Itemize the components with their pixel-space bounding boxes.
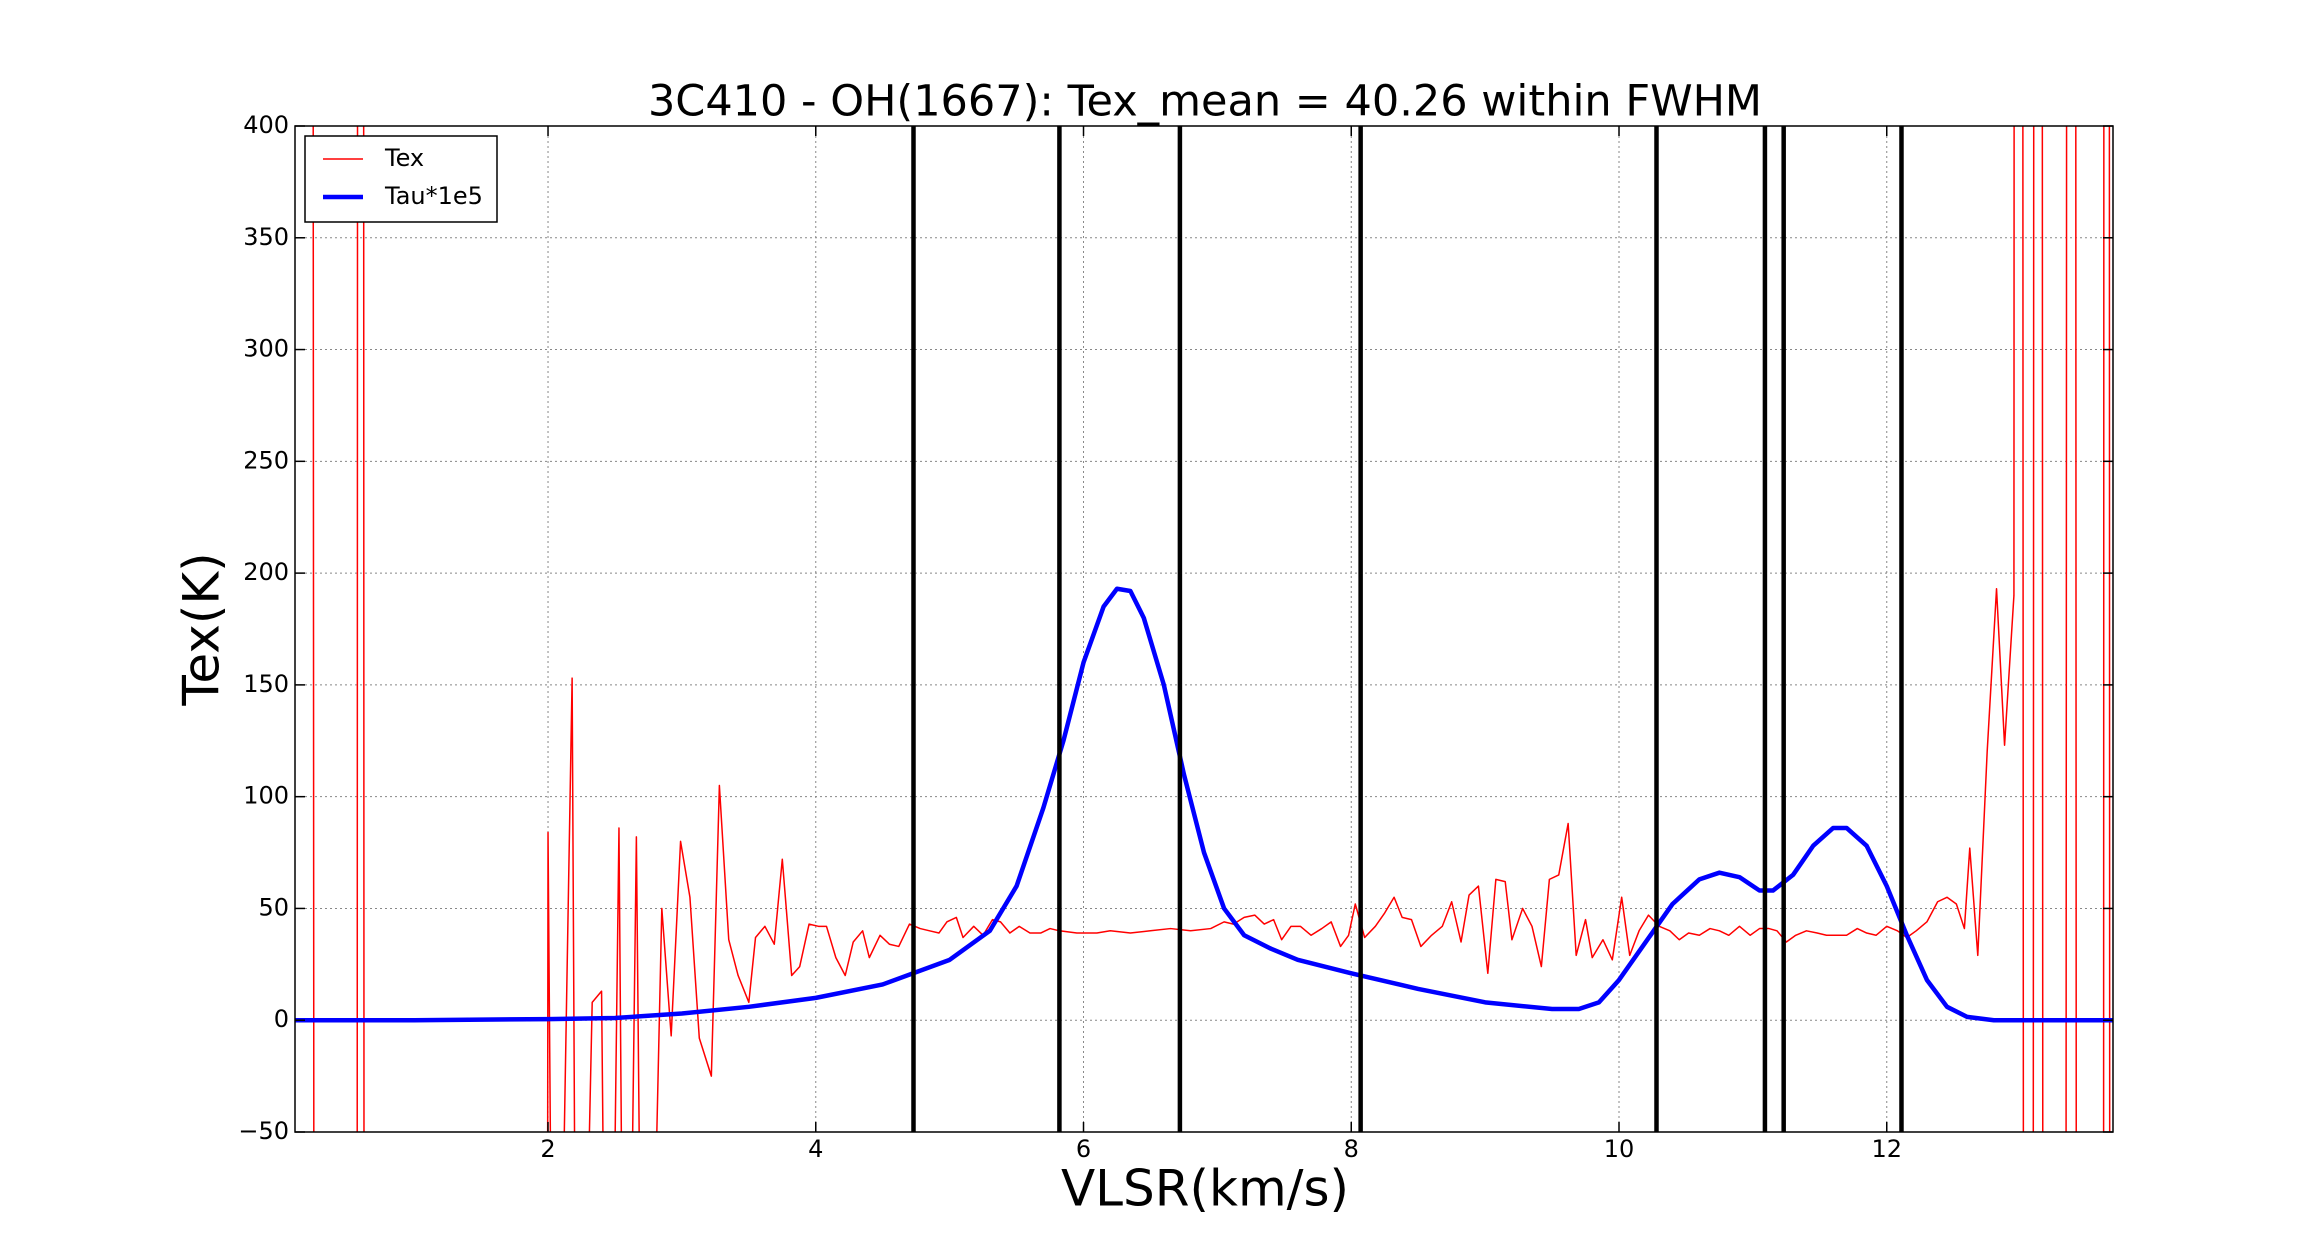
data-line (312, 126, 2111, 1132)
y-tick-label: 0 (274, 1005, 289, 1033)
legend: Tex Tau*1e5 (304, 135, 498, 223)
y-tick-label: −50 (238, 1117, 289, 1145)
y-tick-label: 250 (243, 446, 289, 474)
legend-box (304, 135, 498, 223)
y-axis-label: Tex(K) (173, 552, 231, 706)
y-tick-label: 400 (243, 111, 289, 139)
y-tick-label: 200 (243, 558, 289, 586)
y-tick-label: 300 (243, 335, 289, 363)
legend-label: Tau*1e5 (384, 182, 483, 210)
axes: 2 4 6 8 10 12 −50 0 50 100 150 200 250 300 350 400 (238, 111, 2113, 1163)
y-tick-label: 350 (243, 223, 289, 251)
y-tick-label: 50 (258, 893, 289, 921)
data-line (295, 586, 2113, 1023)
x-tick-label: 12 (1871, 1135, 1902, 1163)
chart-title: 3C410 - OH(1667): Tex_mean = 40.26 withi… (648, 77, 1762, 127)
plot-frame (294, 125, 2114, 1133)
x-tick-label: 6 (1076, 1135, 1091, 1163)
x-tick-label: 2 (540, 1135, 555, 1163)
legend-label: Tex (384, 144, 424, 172)
y-tick-label: 150 (243, 670, 289, 698)
y-tick-label: 100 (243, 782, 289, 810)
x-tick-label: 4 (808, 1135, 823, 1163)
x-axis-label: VLSR(km/s) (1061, 1160, 1349, 1218)
plot-area (295, 126, 2113, 1132)
x-tick-label: 10 (1604, 1135, 1635, 1163)
x-tick-label: 8 (1344, 1135, 1359, 1163)
